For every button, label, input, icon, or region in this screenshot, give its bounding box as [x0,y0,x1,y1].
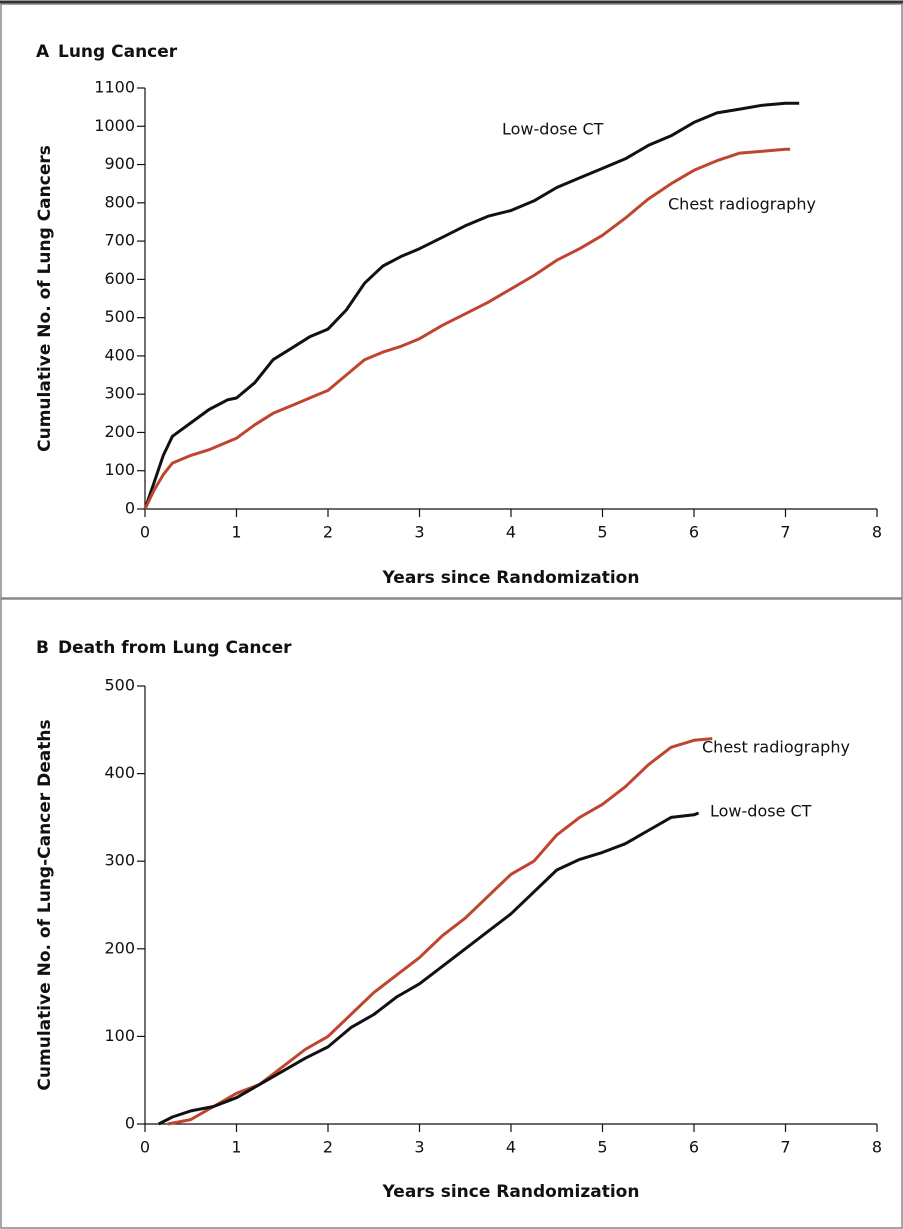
x-tick-label: 7 [780,1138,790,1157]
x-tick-label: 3 [414,1138,424,1157]
y-tick-label: 500 [104,307,135,326]
y-axis-label: Cumulative No. of Lung Cancers [35,145,55,452]
x-tick-label: 0 [140,1138,150,1157]
y-tick-label: 0 [125,499,135,518]
x-tick-label: 1 [231,1138,241,1157]
panel-frame [0,3,903,599]
y-tick-label: 300 [104,851,135,870]
x-tick-label: 8 [872,523,882,542]
y-tick-label: 100 [104,460,135,479]
y-tick-label: 200 [104,938,135,957]
y-tick-label: 800 [104,192,135,211]
x-tick-label: 7 [780,523,790,542]
x-tick-label: 5 [597,1138,607,1157]
series-line [143,147,791,510]
x-axis-label: Years since Randomization [382,1182,640,1202]
x-tick-label: 1 [231,523,241,542]
y-tick-label: 400 [104,345,135,364]
y-tick-label: 1100 [94,78,135,97]
panel-frame [0,598,903,1229]
x-tick-label: 5 [597,523,607,542]
x-tick-label: 3 [414,523,424,542]
y-tick-label: 900 [104,154,135,173]
x-tick-label: 0 [140,523,150,542]
series-label: Chest radiography [702,738,850,757]
series-line [143,101,800,510]
y-axis-label: Cumulative No. of Lung-Cancer Deaths [35,719,55,1090]
y-tick-label: 400 [104,763,135,782]
x-tick-label: 6 [689,1138,699,1157]
chart-title: Lung Cancer [58,42,178,62]
panel-label: A [36,42,50,62]
series-line [158,811,700,1126]
x-tick-label: 6 [689,523,699,542]
series-label: Chest radiography [668,195,816,214]
x-tick-label: 2 [323,523,333,542]
y-tick-label: 1000 [94,116,135,135]
y-tick-label: 500 [104,676,135,695]
y-tick-label: 200 [104,422,135,441]
y-tick-label: 100 [104,1026,135,1045]
series-label: Low-dose CT [710,802,812,821]
y-tick-label: 600 [104,269,135,288]
x-tick-label: 4 [506,1138,516,1157]
x-axis-label: Years since Randomization [382,568,640,588]
y-tick-label: 300 [104,384,135,403]
x-tick-label: 2 [323,1138,333,1157]
x-tick-label: 8 [872,1138,882,1157]
panel-label: B [36,638,49,658]
y-tick-label: 700 [104,231,135,250]
series-label: Low-dose CT [502,120,604,139]
y-tick-label: 0 [125,1114,135,1133]
x-tick-label: 4 [506,523,516,542]
chart-title: Death from Lung Cancer [58,638,292,658]
